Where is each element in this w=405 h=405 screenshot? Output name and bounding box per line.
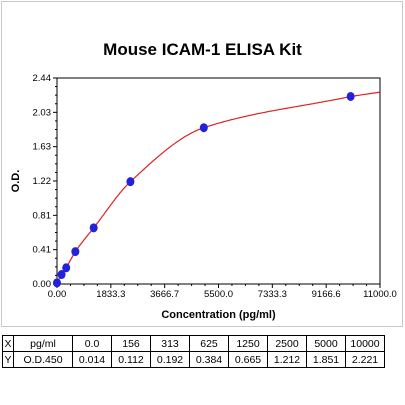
data-point (346, 91, 355, 101)
chart-title: Mouse ICAM-1 ELISA Kit (103, 40, 302, 59)
x-axis-label: Concentration (pg/ml) (161, 309, 276, 321)
table-cell: 0.0 (72, 335, 112, 352)
data-point (126, 177, 135, 187)
table-cell: 1250 (228, 335, 268, 352)
y-tick-label: 0.81 (33, 210, 52, 221)
table-cell: O.D.450 (13, 351, 73, 368)
x-tick-label: 11000.0 (363, 289, 397, 300)
x-tick-label: 0.00 (48, 289, 67, 300)
data-point (89, 223, 98, 233)
y-tick-label: 0.41 (33, 245, 52, 256)
table-cell: 0.014 (72, 351, 112, 368)
table-row-y: Y O.D.450 0.014 0.112 0.192 0.384 0.665 … (2, 351, 385, 368)
table-cell: 1.212 (267, 351, 307, 368)
data-point (199, 123, 208, 133)
x-tick-label: 3666.7 (150, 289, 179, 300)
y-tick-label: 2.44 (33, 73, 52, 84)
y-tick-label: 1.22 (33, 176, 52, 187)
x-tick-label: 1833.3 (96, 289, 125, 300)
plot-area (56, 77, 381, 285)
table-cell: 5000 (306, 335, 346, 352)
y-tick-label: 1.63 (33, 142, 52, 153)
table-cell: 2500 (267, 335, 307, 352)
table-row-x: X pg/ml 0.0 156 313 625 1250 2500 5000 1… (2, 335, 385, 352)
chart-frame (1, 1, 403, 327)
table-cell: 625 (189, 335, 229, 352)
table-cell: 313 (150, 335, 190, 352)
table-cell: Y (2, 351, 14, 368)
fitted-curve (56, 91, 381, 284)
y-tick-label: 0.00 (33, 279, 52, 290)
table-cell: 0.112 (111, 351, 151, 368)
table-cell: 0.384 (189, 351, 229, 368)
table-cell: pg/ml (13, 335, 73, 352)
x-tick-label: 9166.6 (312, 289, 341, 300)
table-cell: 10000 (345, 335, 385, 352)
table-cell: 2.221 (345, 351, 385, 368)
y-axis-label: O.D. (10, 170, 22, 193)
chart-plot: 0.00 1833.3 3666.7 5500.0 7333.3 9166.6 11000.… (10, 73, 397, 321)
data-point (62, 263, 71, 273)
data-point (57, 270, 66, 280)
table-cell: 0.665 (228, 351, 268, 368)
data-table: X pg/ml 0.0 156 313 625 1250 2500 5000 1… (2, 335, 385, 368)
x-tick-label: 5500.0 (204, 289, 233, 300)
x-tick-label: 7333.3 (258, 289, 287, 300)
y-tick-label: 2.03 (33, 107, 52, 118)
data-point (53, 278, 61, 288)
table-cell: 0.192 (150, 351, 190, 368)
data-point (71, 247, 80, 257)
table-cell: 1.851 (306, 351, 346, 368)
table-cell: X (2, 335, 14, 352)
table-cell: 156 (111, 335, 151, 352)
